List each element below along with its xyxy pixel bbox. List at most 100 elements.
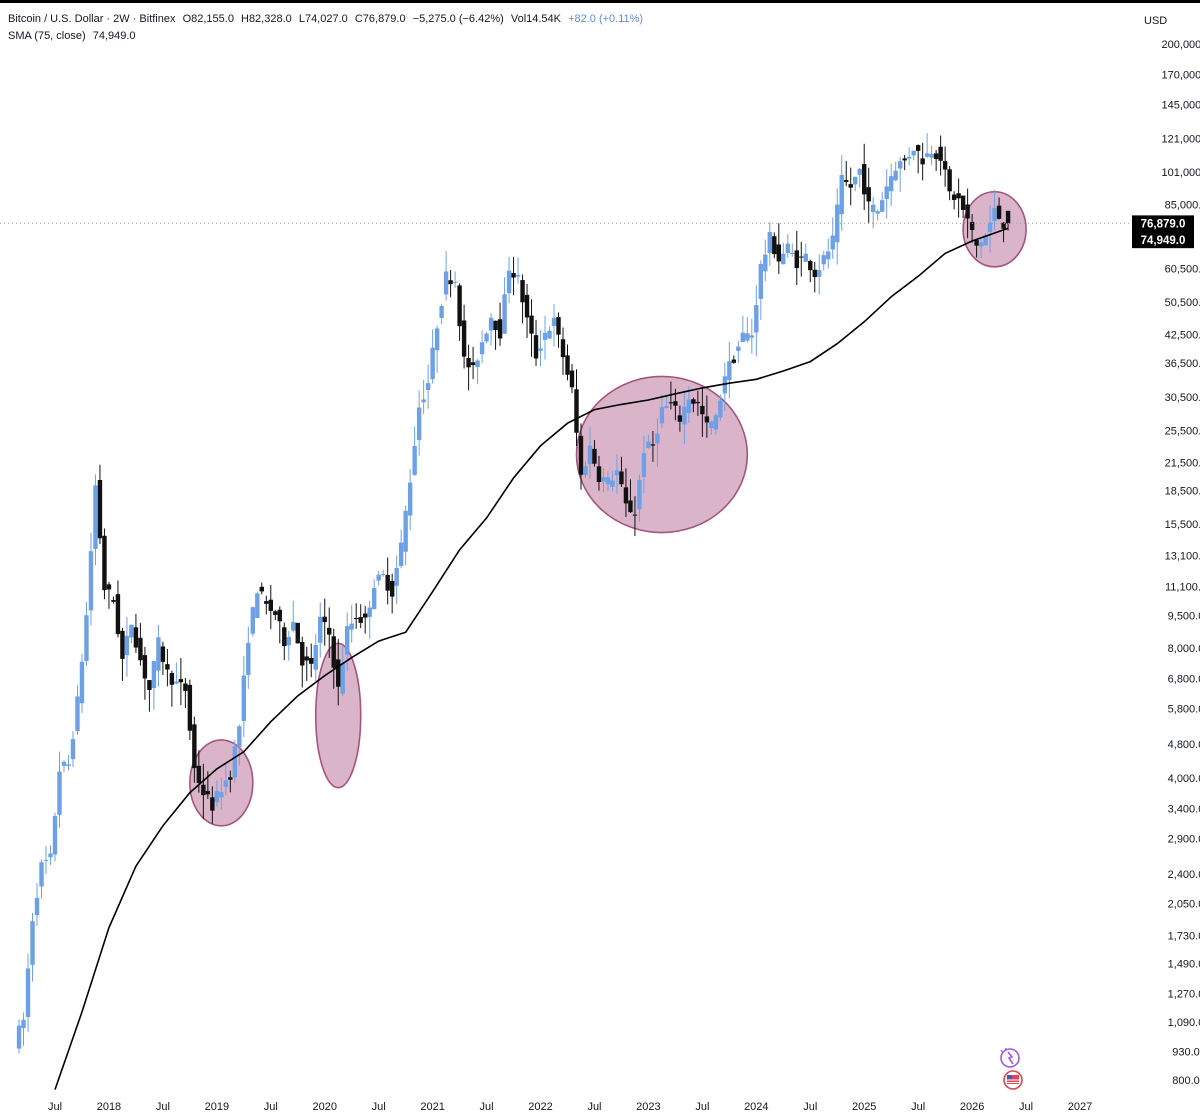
candle-body — [322, 616, 327, 623]
symbol-title[interactable]: Bitcoin / U.S. Dollar · 2W · Bitfinex — [8, 13, 176, 25]
candle-body — [983, 235, 988, 246]
sma-value-badge — [1132, 232, 1194, 249]
candle-body — [826, 251, 831, 260]
time-axis[interactable]: Jul 2018 Jul 2019 Jul 2020 Jul 2021 Jul 2022 Jul 20… — [48, 1101, 1092, 1113]
candle-body — [389, 580, 395, 597]
candle-body — [70, 739, 76, 760]
time-tick-label: Jul — [803, 1101, 817, 1113]
candle-body — [398, 542, 404, 567]
candle-body — [264, 601, 269, 604]
candle-body — [385, 574, 390, 591]
candle-body — [763, 254, 768, 272]
candle-body — [178, 679, 184, 683]
candle-body — [592, 448, 597, 464]
candle-body — [407, 482, 413, 516]
candle-body — [147, 680, 152, 690]
price-tick-label: 5,800.0 — [1168, 703, 1200, 715]
candle-body — [354, 618, 359, 620]
indicator-value: 74,949.0 — [92, 30, 136, 42]
candle-body — [61, 761, 67, 766]
close-value: C76,879.0 — [354, 13, 406, 25]
candle-body — [421, 399, 426, 403]
candle-body — [515, 274, 521, 277]
candle-body — [803, 253, 808, 262]
candle-body — [745, 333, 750, 341]
low-value: L74,027.0 — [298, 13, 348, 25]
candle-body — [605, 477, 611, 485]
candle-body — [938, 146, 943, 161]
candle-body — [187, 684, 193, 731]
candle-body — [16, 1025, 22, 1049]
candle-body — [884, 186, 889, 200]
candle-body — [650, 444, 656, 446]
time-tick-label: 2024 — [744, 1101, 768, 1113]
candle-body — [848, 184, 853, 188]
candle-body — [574, 389, 579, 433]
price-tick-label: 930.0 — [1172, 1047, 1200, 1059]
candle-body — [286, 637, 291, 646]
time-tick-label: 2023 — [636, 1101, 660, 1113]
candle-body — [21, 1019, 26, 1029]
candle-body — [996, 205, 1002, 219]
candle-body — [888, 176, 894, 192]
candle-body — [93, 485, 98, 549]
price-tick-label: 101,000.0 — [1162, 167, 1200, 179]
candle-body — [960, 195, 966, 210]
candle-body — [817, 269, 822, 277]
time-tick-label: 2020 — [312, 1101, 336, 1113]
candle-body — [799, 256, 804, 258]
candle-body — [48, 853, 53, 858]
candle-body — [853, 176, 858, 185]
price-tick-label: 1,730.0 — [1168, 930, 1200, 942]
candle-body — [443, 271, 449, 295]
candle-body — [857, 168, 862, 175]
price-tick-label: 18,500.0 — [1165, 486, 1200, 498]
candle-body — [821, 255, 826, 265]
indicator-name[interactable]: SMA (75, close) — [8, 30, 86, 42]
candle-body — [250, 607, 256, 634]
candle-body — [677, 415, 683, 422]
candle-body — [79, 661, 85, 704]
candle-body — [448, 280, 453, 285]
candle-body — [556, 317, 561, 335]
candle-body — [318, 616, 323, 643]
price-axis[interactable]: USD 800.0 930.0 1,090.0 1,270.0 1,490.0 1,730.… — [1144, 15, 1200, 1087]
time-tick-label: Jul — [911, 1101, 925, 1113]
candle-body — [169, 673, 175, 685]
candle-body — [879, 200, 885, 212]
candle-body — [43, 860, 49, 862]
candle-body — [542, 332, 548, 340]
sma-line — [54, 227, 1009, 1090]
candle-body — [160, 646, 166, 662]
candle-body — [695, 401, 701, 404]
candle-body — [425, 383, 431, 391]
candle-body — [259, 586, 264, 592]
candle-body — [300, 642, 305, 666]
candle-body — [781, 253, 786, 265]
candle-body — [682, 406, 687, 425]
candle-body — [111, 600, 116, 602]
floating-icons[interactable] — [1000, 1047, 1023, 1090]
candle-body — [174, 681, 179, 684]
candle-body — [183, 683, 188, 691]
candle-body — [30, 921, 35, 965]
candle-body — [646, 441, 651, 448]
candle-body — [947, 169, 952, 192]
price-tick-label: 121,000.0 — [1162, 133, 1200, 145]
candle-body — [866, 187, 871, 202]
candle-body — [165, 664, 170, 670]
price-tick-label: 60,500.0 — [1165, 263, 1200, 275]
candle-body — [691, 399, 696, 404]
candle-body — [978, 242, 984, 247]
candle-body — [228, 777, 233, 780]
candle-body — [120, 630, 125, 659]
price-tick-label: 2,400.0 — [1168, 869, 1200, 881]
time-tick-label: Jul — [587, 1101, 601, 1113]
candle-body — [951, 194, 957, 200]
time-tick-label: Jul — [695, 1101, 709, 1113]
chart-legend: Bitcoin / U.S. Dollar · 2W · Bitfinex O8… — [8, 11, 643, 45]
candle-body — [493, 320, 498, 331]
flag-icon — [1003, 1070, 1023, 1090]
time-tick-label: 2019 — [205, 1101, 229, 1113]
